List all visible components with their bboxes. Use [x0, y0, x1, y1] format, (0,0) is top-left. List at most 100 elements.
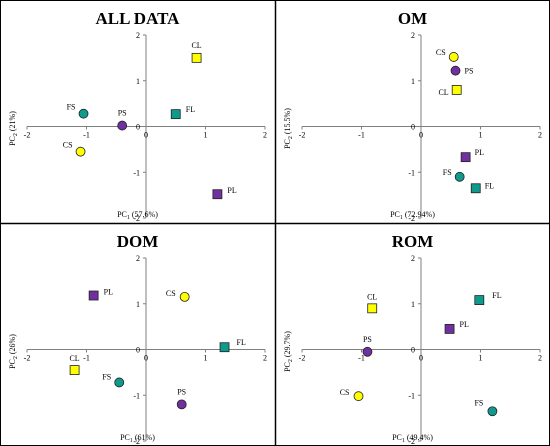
point-fs: [78, 108, 89, 119]
panel-title: ROM: [392, 232, 434, 251]
point-label-ps: PS: [465, 67, 474, 76]
point-fs: [487, 406, 498, 417]
point-fl: [470, 183, 481, 194]
point-label-fs: FS: [67, 103, 76, 112]
point-fl: [170, 109, 181, 120]
point-label-cl: CL: [367, 292, 377, 301]
point-label-fl: FL: [186, 105, 195, 114]
x-tick-label: -1: [358, 131, 365, 140]
x-tick-label: 1: [204, 354, 208, 363]
x-axis-label: PC1 (61%): [120, 433, 155, 444]
point-label-fl: FL: [485, 181, 494, 190]
x-axis-label: PC1 (57.6%): [117, 210, 158, 221]
y-tick-label: 2: [411, 31, 415, 40]
point-pl: [444, 324, 455, 334]
y-tick-label: -1: [408, 391, 415, 400]
point-pl: [212, 189, 223, 200]
panel-all-data: ALL DATA -2 -1 0 1 2 -2 -1 1 2 0 PC1 (57.6%) PC2 (21…: [8, 9, 267, 223]
x-tick-label: -1: [358, 354, 365, 363]
point-ps: [117, 120, 128, 131]
panel-title: ALL DATA: [96, 9, 181, 28]
x-tick-label: -2: [299, 354, 306, 363]
y-tick-label: 2: [136, 254, 140, 263]
y-tick-label: 0: [411, 123, 415, 132]
x-tick-label: 1: [479, 131, 483, 140]
x-tick-label: 2: [538, 131, 542, 140]
y-tick-label: 0: [411, 346, 415, 355]
x-tick-label: -1: [83, 131, 90, 140]
point-label-fs: FS: [443, 168, 452, 177]
panel-om: OM -2 -1 0 1 2 -2 -1 1 2 0 PC1 (72.94%) PC2 (15.5%) C…: [283, 9, 542, 223]
x-tick-label: 2: [263, 354, 267, 363]
point-cl: [69, 365, 80, 375]
point-label-ps: PS: [363, 335, 372, 344]
x-axis-label: PC1 (72.94%): [390, 210, 435, 221]
y-axis-label: PC2 (26%): [8, 334, 19, 369]
point-pl: [460, 152, 471, 163]
y-tick-label: 1: [411, 77, 415, 86]
y-tick-label: 2: [411, 254, 415, 263]
x-tick-label: -2: [24, 131, 31, 140]
point-label-pl: PL: [460, 320, 469, 329]
point-label-fl: FL: [492, 291, 501, 300]
y-axis-label: PC2 (15.5%): [283, 108, 294, 149]
point-cl: [191, 52, 202, 63]
x-tick-label: 1: [204, 131, 208, 140]
y-tick-label: -1: [133, 168, 140, 177]
point-cs: [353, 391, 364, 402]
panel-title: DOM: [117, 232, 159, 251]
x-tick-label: 0: [419, 354, 423, 363]
y-tick-label: 0: [136, 346, 140, 355]
y-tick-label: -2: [408, 437, 415, 446]
point-fl: [219, 342, 230, 353]
point-label-cs: CS: [166, 289, 176, 298]
point-fs: [114, 377, 125, 388]
y-tick-label: -2: [408, 214, 415, 223]
panel-title: OM: [398, 9, 427, 28]
point-cs: [179, 291, 190, 302]
point-cl: [367, 303, 378, 314]
point-pl: [88, 290, 99, 301]
x-tick-label: -2: [24, 354, 31, 363]
y-axis-label: PC2 (21%): [8, 111, 19, 146]
point-label-fs: FS: [102, 372, 111, 381]
x-tick-label: 0: [419, 131, 423, 140]
point-label-pl: PL: [104, 288, 113, 297]
panel-dom: DOM -2 -1 0 1 2 -2 -1 1 2 0 PC1 (61%) PC2 (26%) PL CS F…: [8, 232, 267, 446]
point-label-pl: PL: [227, 186, 236, 195]
x-tick-label: 0: [144, 354, 148, 363]
point-label-cs: CS: [63, 141, 73, 150]
point-label-fs: FS: [474, 398, 483, 407]
y-tick-label: 0: [136, 123, 140, 132]
y-tick-label: -2: [133, 214, 140, 223]
x-tick-label: -1: [83, 354, 90, 363]
point-label-ps: PS: [118, 109, 127, 118]
y-tick-label: 1: [136, 77, 140, 86]
point-ps: [176, 399, 187, 410]
point-ps: [362, 346, 373, 357]
y-tick-label: 2: [136, 31, 140, 40]
point-label-pl: PL: [475, 148, 484, 157]
point-label-cl: CL: [191, 41, 201, 50]
y-tick-label: -1: [133, 391, 140, 400]
panel-rom: ROM -2 -1 0 1 2 -2 -1 1 2 0 PC1 (49.4%) PC2 (29.7%) C…: [283, 232, 542, 446]
point-cs: [448, 52, 459, 62]
x-tick-label: 1: [479, 354, 483, 363]
x-tick-label: 2: [538, 354, 542, 363]
point-label-fl: FL: [237, 338, 246, 347]
point-cl: [451, 85, 462, 95]
y-axis-label: PC2 (29.7%): [283, 331, 294, 372]
x-tick-label: 2: [263, 131, 267, 140]
x-tick-label: -2: [299, 131, 306, 140]
point-label-cl: CL: [438, 88, 448, 97]
point-label-ps: PS: [177, 387, 186, 396]
y-tick-label: 1: [411, 300, 415, 309]
point-fl: [474, 295, 485, 305]
y-tick-label: -2: [133, 437, 140, 446]
point-ps: [450, 65, 461, 76]
point-fs: [454, 171, 465, 182]
y-tick-label: 1: [136, 300, 140, 309]
point-label-cs: CS: [436, 48, 446, 57]
